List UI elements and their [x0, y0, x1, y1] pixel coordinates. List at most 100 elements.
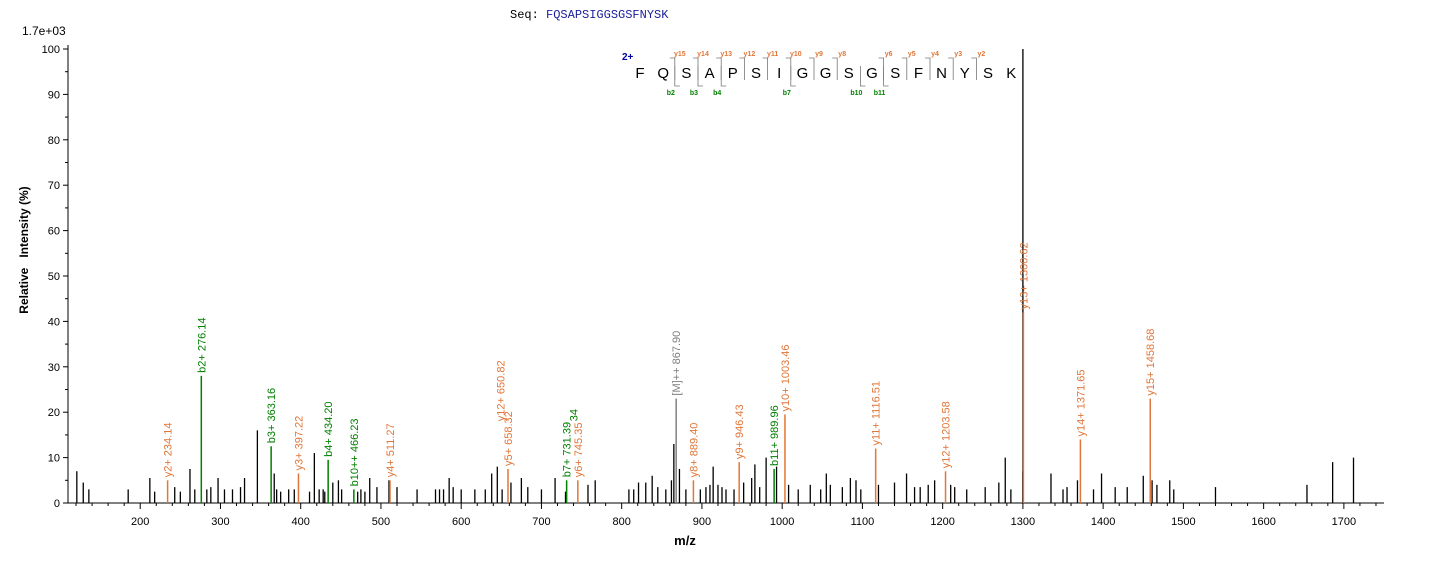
- y-tick-label: 50: [48, 271, 60, 283]
- y-fragment-mark: [739, 57, 745, 80]
- sequence-value: FQSAPSIGGSGSFNYSK: [546, 8, 669, 22]
- y-fragment-label: y6: [885, 51, 893, 58]
- residue: N: [936, 65, 947, 82]
- y-fragment-mark: [762, 57, 768, 80]
- x-axis-label: m/z: [674, 533, 696, 548]
- x-tick-label: 1500: [1171, 516, 1195, 528]
- y-fragment-mark: [669, 57, 676, 80]
- residue: K: [1006, 65, 1016, 82]
- peaks: [76, 49, 1355, 503]
- peak-label: b11+ 989.96: [769, 405, 781, 466]
- y-fragment-label: y8: [838, 51, 846, 58]
- peak-label: y11+ 1116.51: [871, 381, 883, 446]
- x-tick-label: 900: [693, 516, 711, 528]
- sequence-label: Seq:: [510, 8, 539, 22]
- peak-label: b2+ 276.14: [196, 318, 208, 373]
- peak-label: y4+ 511.27: [385, 423, 397, 477]
- residue: G: [820, 65, 832, 82]
- y-fragment-label: y9: [815, 51, 823, 58]
- peak-label: y6+ 745.35: [573, 423, 585, 478]
- y-fragment-label: y12: [744, 51, 756, 58]
- x-tick-label: 700: [532, 516, 550, 528]
- peak-label: b7+ 731.39: [562, 422, 574, 477]
- peak-label: y15+ 1458.68: [1145, 329, 1157, 396]
- b-fragment-mark: [720, 66, 727, 87]
- y-fragment-mark: [878, 57, 884, 80]
- residue: Y: [960, 65, 970, 82]
- peak-label: y2+ 234.14: [163, 423, 175, 478]
- x-tick-label: 1000: [770, 516, 794, 528]
- y-fragment-label: y10: [790, 51, 802, 58]
- y-fragment-mark: [901, 57, 908, 80]
- y-fragment-mark: [809, 57, 815, 80]
- y-tick-label: 0: [54, 498, 60, 510]
- x-tick-label: 200: [131, 516, 149, 528]
- b-fragment-mark: [883, 66, 889, 87]
- y-tick-label: 60: [48, 226, 60, 238]
- x-tick-label: 1700: [1332, 516, 1356, 528]
- axes: 0 10 20 30 40 50 60 70 80 90 100 200 300 400 500 600 700…: [42, 44, 1384, 528]
- peak-label: y14+ 1371.65: [1075, 369, 1087, 436]
- x-tick-label: 300: [211, 516, 229, 528]
- y-fragment-label: y5: [908, 51, 916, 58]
- y-tick-label: 70: [48, 180, 60, 192]
- peak-label: y10+ 1003.46: [780, 344, 792, 411]
- y-fragment-mark: [925, 57, 931, 80]
- peak-label: b10++ 466.23: [349, 418, 361, 486]
- max-intensity-label: 1.7e+03: [22, 24, 66, 38]
- y-tick-label: 40: [48, 316, 60, 328]
- x-tick-label: 1600: [1251, 516, 1275, 528]
- b-fragment-label: b3: [690, 90, 698, 97]
- b-fragment-label: b11: [874, 90, 886, 97]
- charge-state: 2+: [622, 52, 634, 63]
- peak-label: y5+ 658.32: [503, 411, 515, 466]
- y-fragment-label: y13: [720, 51, 732, 58]
- x-tick-label: 500: [372, 516, 390, 528]
- y-fragment-label: y14: [697, 51, 709, 58]
- y-tick-label: 10: [48, 453, 60, 465]
- x-tick-label: 800: [613, 516, 631, 528]
- x-tick-label: 1300: [1011, 516, 1035, 528]
- y-fragment-label: y4: [931, 51, 939, 58]
- sequence-header: Seq: FQSAPSIGGSGSFNYSK: [510, 8, 668, 22]
- y-tick-label: 80: [48, 135, 60, 147]
- y-tick-label: 30: [48, 362, 60, 374]
- y-fragment-label: y3: [954, 51, 962, 58]
- b-fragment-mark: [860, 66, 866, 87]
- peak-label-overlap: 34: [569, 409, 581, 421]
- peak-label: b3+ 363.16: [266, 388, 278, 443]
- y-fragment-mark: [832, 57, 838, 80]
- residue: G: [866, 65, 878, 82]
- b-fragment-mark: [697, 66, 703, 87]
- y-tick-label: 90: [48, 89, 60, 101]
- x-tick-label: 1400: [1091, 516, 1115, 528]
- peak-label: y9+ 946.43: [734, 404, 746, 459]
- x-tick-label: 1200: [930, 516, 954, 528]
- residue: S: [983, 65, 993, 82]
- peak-label-overlap: y12+ 650.82: [496, 360, 508, 421]
- peak-labels: y2+ 234.14 b2+ 276.14 b3+ 363.16 y3+ 397.22…: [163, 242, 1158, 486]
- b-fragment-label: b7: [783, 90, 791, 97]
- y-fragment-label: y2: [978, 51, 986, 58]
- y-fragment-mark: [948, 57, 954, 80]
- peak-label: y12+ 1203.58: [941, 401, 953, 468]
- residue: S: [844, 65, 854, 82]
- y-fragment-mark: [693, 57, 699, 80]
- x-tick-label: 1100: [851, 516, 875, 528]
- b-fragment-mark: [790, 66, 796, 87]
- residue: A: [705, 65, 715, 82]
- b-fragment-label: b4: [713, 90, 721, 97]
- y-fragment-label: y15: [674, 51, 686, 58]
- y-axis-label: Relative Intensity (%): [17, 186, 31, 313]
- residue: S: [681, 65, 691, 82]
- peak-label: y8+ 889.40: [688, 423, 700, 478]
- peak-label: y13+ 1300.62: [1018, 242, 1030, 309]
- residue: Q: [657, 65, 669, 82]
- residue: S: [890, 65, 900, 82]
- y-tick-label: 100: [42, 44, 60, 56]
- residue: P: [728, 65, 738, 82]
- y-fragment-mark: [971, 57, 977, 80]
- residue: F: [635, 65, 644, 82]
